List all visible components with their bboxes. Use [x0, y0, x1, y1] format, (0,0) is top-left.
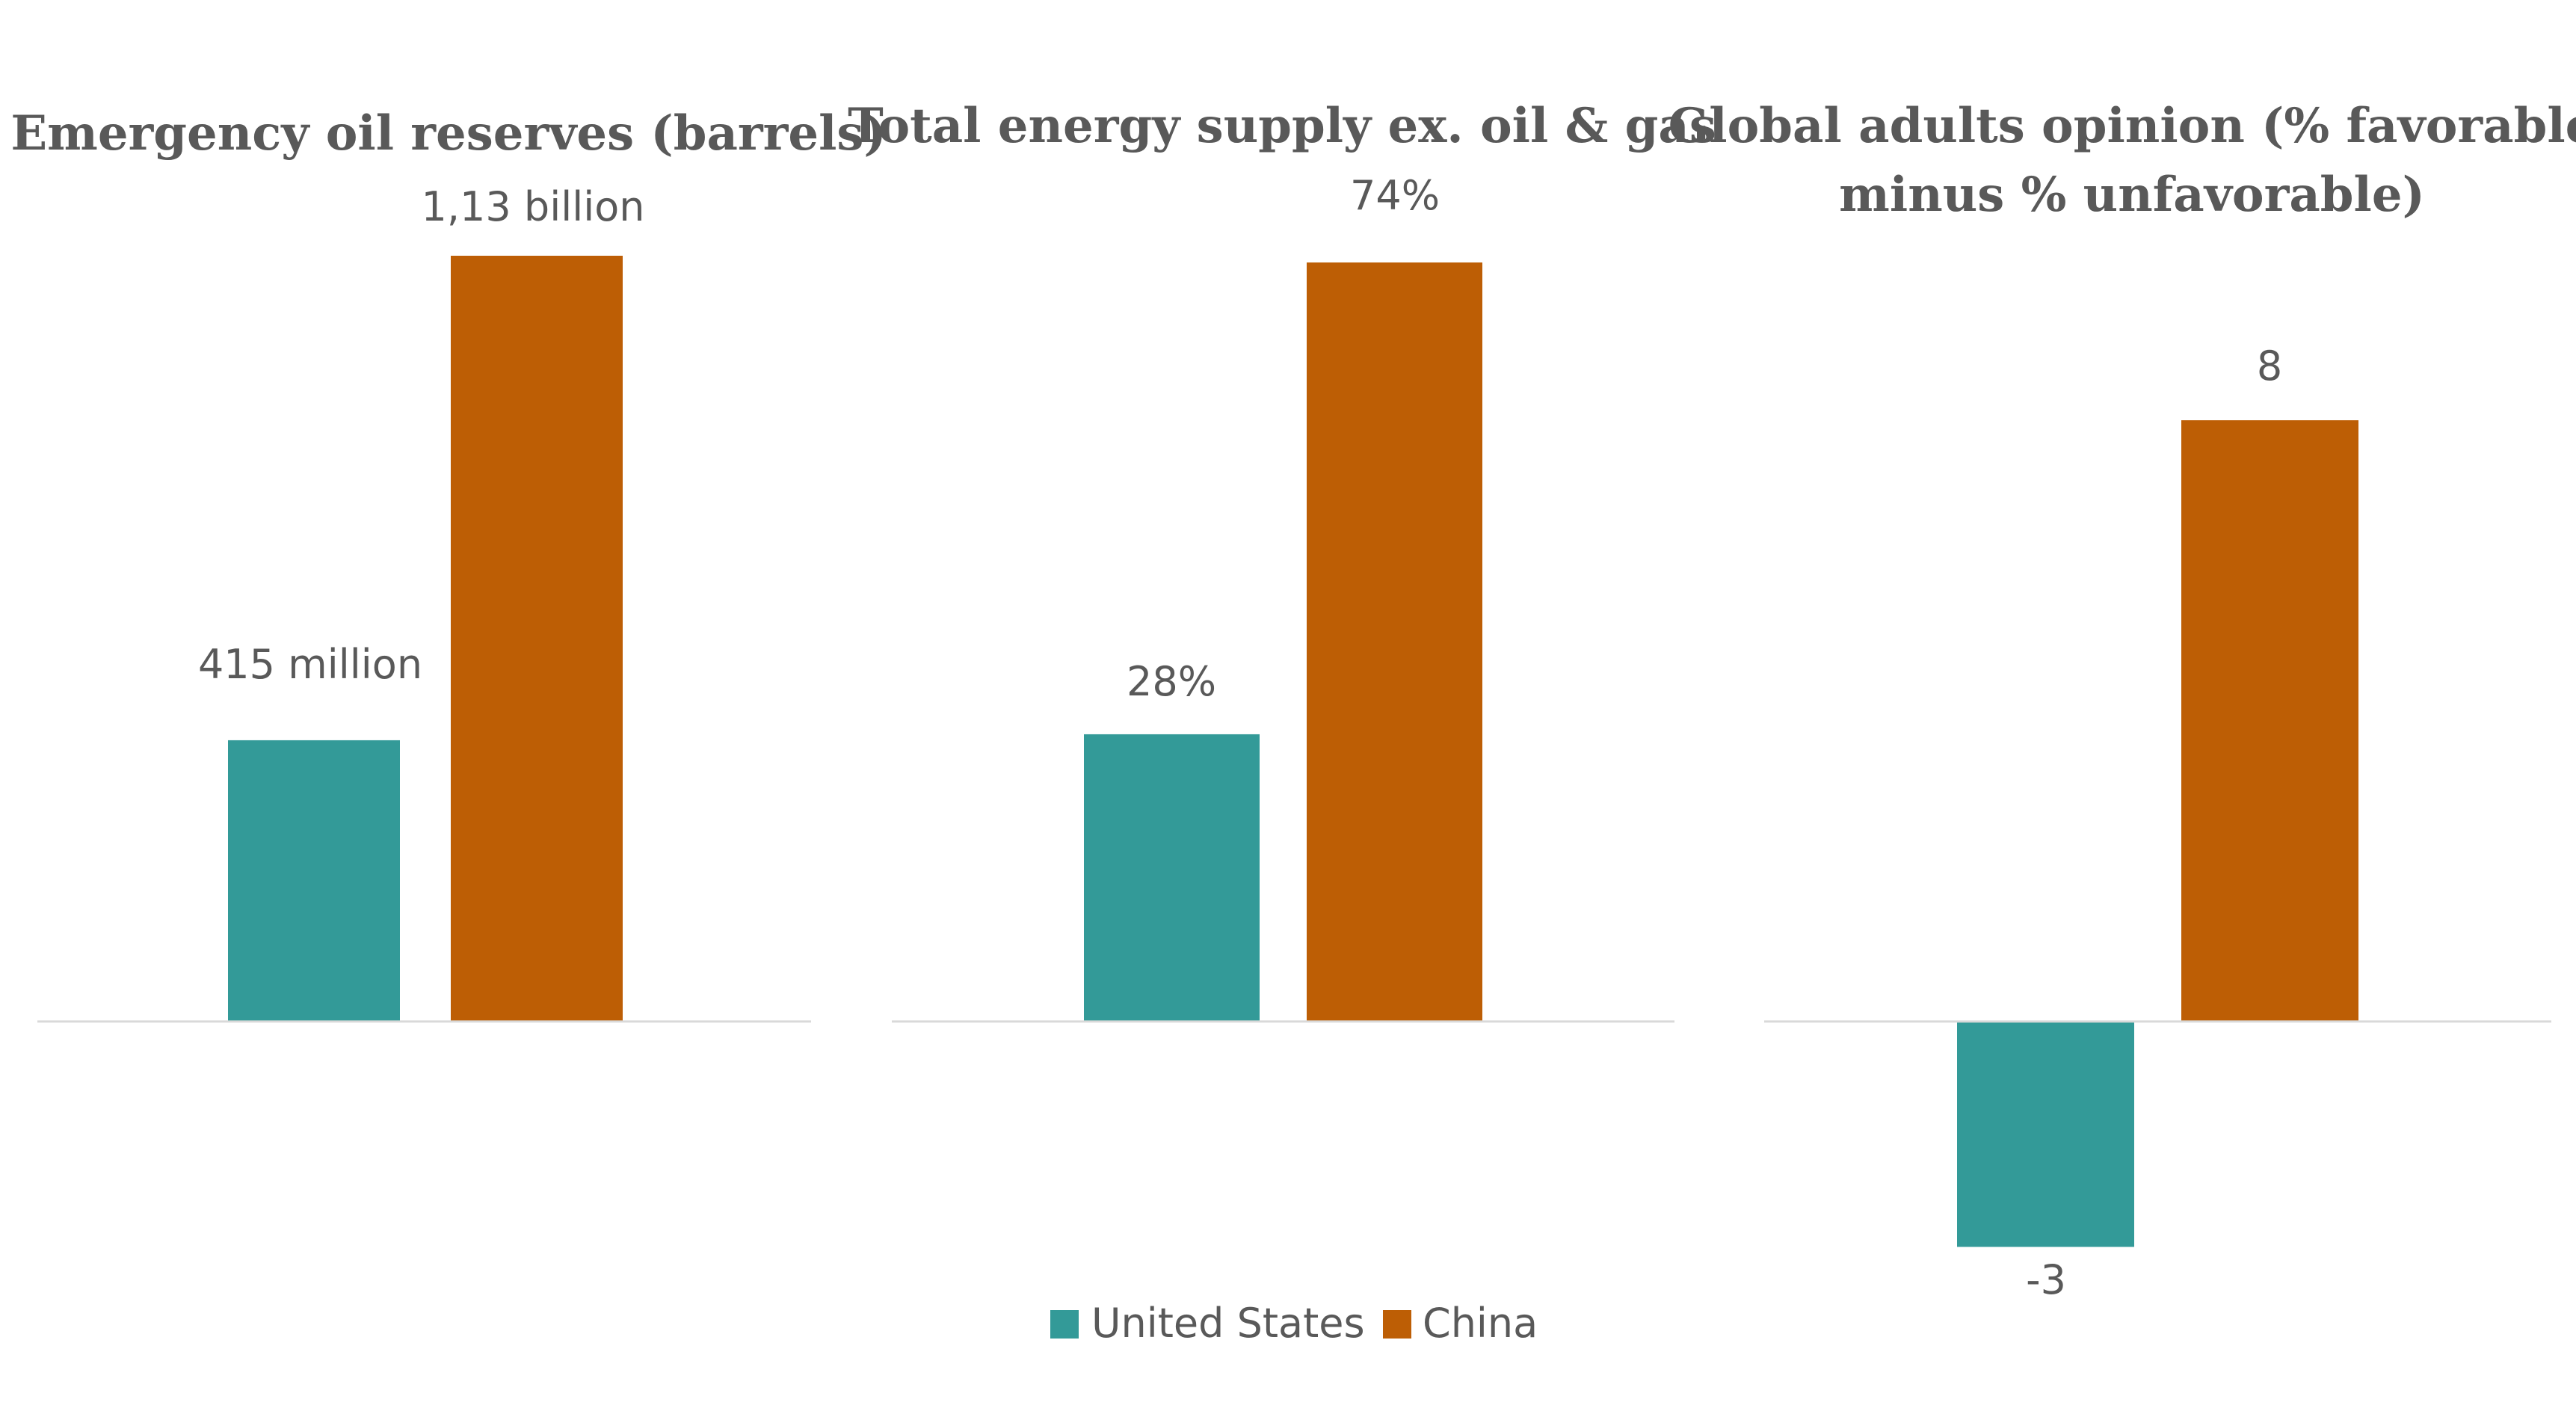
chart-panel-2: Total energy supply ex. oil & gas 28% 74% [848, 98, 1716, 1023]
legend-swatch-china [1383, 1310, 1411, 1339]
chart-panel-1: Emergency oil reserves (barrels) 415 mill… [10, 105, 887, 1023]
data-label: 8 [2257, 342, 2282, 390]
bar-china [2181, 420, 2358, 1021]
chart-title: Total energy supply ex. oil & gas [848, 98, 1716, 154]
bar-china [451, 256, 623, 1021]
chart-panel-3: Global adults opinion (% favorable minus … [1668, 98, 2576, 1303]
data-label: 28% [1127, 658, 1216, 705]
legend: United States China [1050, 1300, 1538, 1347]
legend-label: United States [1091, 1300, 1365, 1347]
data-label: 415 million [198, 641, 422, 688]
legend-label: China [1423, 1300, 1538, 1347]
chart-title: Global adults opinion (% favorable minus … [1668, 98, 2576, 223]
bar-united-states [1957, 1021, 2134, 1247]
chart-title: Emergency oil reserves (barrels) [10, 105, 886, 162]
data-label: -3 [2026, 1256, 2066, 1303]
bar-china [1307, 262, 1482, 1021]
data-label: 74% [1350, 172, 1440, 219]
legend-swatch-united-states [1050, 1310, 1079, 1339]
bar-united-states [228, 740, 400, 1021]
data-label: 1,13 billion [422, 183, 645, 230]
bar-united-states [1084, 734, 1260, 1021]
